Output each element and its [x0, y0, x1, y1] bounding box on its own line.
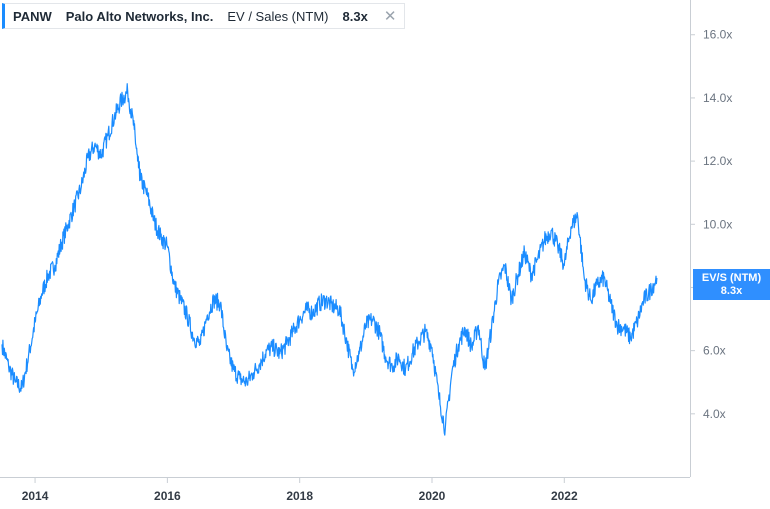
x-tick-label: 2020: [419, 489, 446, 503]
y-tick-label: 16.0x: [703, 28, 732, 42]
x-tick-label: 2016: [154, 489, 181, 503]
y-tick-label: 10.0x: [703, 217, 732, 231]
last-value-badge: EV/S (NTM) 8.3x: [693, 269, 770, 300]
badge-label: EV/S (NTM): [701, 272, 762, 284]
x-tick-label: 2018: [286, 489, 313, 503]
series-line-ev-sales: [1, 83, 658, 436]
x-tick-label: 2014: [22, 489, 49, 503]
y-tick-label: 14.0x: [703, 91, 732, 105]
x-tick-label: 2022: [551, 489, 578, 503]
legend-value: 8.3x: [342, 8, 368, 24]
y-tick-label: 12.0x: [703, 154, 732, 168]
legend-ticker: PANW: [13, 8, 52, 24]
y-tick-label: 6.0x: [703, 344, 726, 358]
legend-chip[interactable]: PANW Palo Alto Networks, Inc. EV / Sales…: [2, 3, 406, 29]
x-axis-ticks: 2014 2016 2018 2020 2022: [22, 477, 578, 503]
close-icon[interactable]: ✕: [383, 8, 397, 25]
legend-company: Palo Alto Networks, Inc.: [65, 8, 214, 24]
legend-metric: EV / Sales (NTM): [227, 8, 329, 24]
y-tick-label: 4.0x: [703, 407, 726, 421]
badge-value: 8.3x: [720, 285, 743, 297]
